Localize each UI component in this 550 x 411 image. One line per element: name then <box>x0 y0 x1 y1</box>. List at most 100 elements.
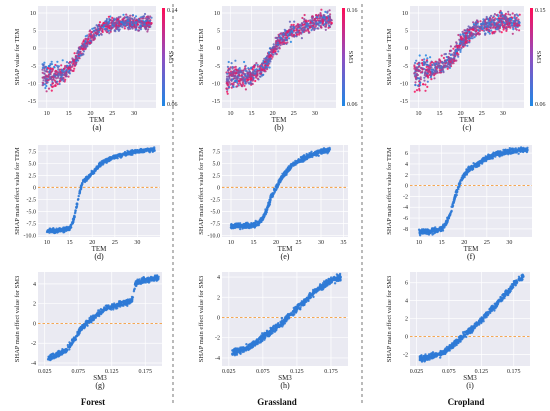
data-point <box>251 223 255 226</box>
data-point <box>425 59 429 62</box>
data-point <box>42 76 45 79</box>
data-point <box>473 36 476 39</box>
data-point <box>471 25 475 29</box>
data-point <box>142 17 145 20</box>
data-point <box>326 10 329 13</box>
y-tick-label: 0 <box>33 46 36 52</box>
data-point <box>41 68 44 71</box>
data-point <box>59 73 62 76</box>
data-point <box>61 59 64 62</box>
data-point <box>72 217 75 221</box>
data-point <box>424 89 427 92</box>
data-point <box>517 152 520 155</box>
x-tick-label: 25 <box>291 111 297 117</box>
data-point <box>513 16 516 19</box>
data-point <box>293 33 296 37</box>
data-point <box>316 19 320 22</box>
data-point <box>47 75 50 78</box>
data-point <box>123 27 126 30</box>
data-point <box>48 71 51 74</box>
data-point <box>80 183 84 186</box>
data-point <box>279 179 282 183</box>
data-point <box>71 60 74 63</box>
data-point <box>459 50 462 54</box>
data-point <box>63 67 66 70</box>
data-point <box>462 45 465 48</box>
data-point <box>265 61 268 64</box>
data-point <box>107 22 110 25</box>
data-point <box>147 28 150 31</box>
data-point <box>293 20 296 23</box>
data-point <box>518 149 521 152</box>
data-point <box>227 60 230 64</box>
colorbar-min-label: 0.06 <box>167 102 178 108</box>
data-point <box>466 44 469 47</box>
data-point <box>281 39 284 43</box>
data-point <box>514 25 517 28</box>
data-point <box>282 42 285 46</box>
data-point <box>243 72 246 76</box>
data-point <box>117 29 120 32</box>
data-point <box>60 78 63 81</box>
data-point <box>149 15 152 18</box>
data-point <box>112 26 115 29</box>
data-point <box>465 168 468 171</box>
points-b <box>225 8 333 95</box>
data-point <box>329 13 332 16</box>
data-point <box>491 26 495 29</box>
y-tick-label: -10 <box>28 81 36 87</box>
data-point <box>41 71 44 74</box>
data-point <box>429 56 432 59</box>
data-point <box>77 197 80 201</box>
data-point <box>428 70 431 73</box>
data-point <box>292 27 295 30</box>
data-point <box>77 194 80 198</box>
data-point <box>323 14 326 17</box>
data-point <box>57 228 60 231</box>
data-point <box>502 152 505 155</box>
data-point <box>278 34 281 37</box>
x-tick-label: 30 <box>318 240 324 246</box>
data-point <box>268 66 271 69</box>
x-tick-label: 15 <box>439 240 445 246</box>
data-point <box>434 62 437 65</box>
y-tick-label: -4 <box>403 205 408 211</box>
data-point <box>94 32 97 35</box>
data-point <box>142 15 146 18</box>
data-point <box>226 72 229 75</box>
data-point <box>70 69 73 72</box>
data-point <box>518 29 521 32</box>
data-point <box>241 75 244 78</box>
data-point <box>265 209 269 212</box>
data-point <box>524 147 527 150</box>
data-point <box>236 77 239 80</box>
data-point <box>267 64 270 67</box>
x-tick-label: 10 <box>227 111 233 117</box>
data-point <box>292 23 295 26</box>
data-point <box>90 35 93 38</box>
y-tick-label: 4 <box>405 162 408 168</box>
data-point <box>69 223 73 227</box>
data-point <box>231 74 234 77</box>
data-point <box>458 48 461 51</box>
data-point <box>267 202 271 206</box>
data-point <box>291 30 294 33</box>
data-point <box>109 29 112 32</box>
data-point <box>111 22 114 25</box>
data-point <box>442 71 445 74</box>
data-point <box>245 224 248 227</box>
data-point <box>44 76 47 79</box>
data-point <box>45 70 48 73</box>
data-point <box>52 85 55 88</box>
data-point <box>255 73 258 76</box>
data-point <box>50 75 54 78</box>
y-tick-label: 7.5 <box>213 149 221 155</box>
data-point <box>452 201 455 204</box>
data-point <box>226 65 229 68</box>
data-point <box>64 65 67 68</box>
data-point <box>296 29 299 32</box>
x-tick-label: 25 <box>112 240 118 246</box>
data-point <box>456 44 459 48</box>
data-point <box>143 12 147 16</box>
